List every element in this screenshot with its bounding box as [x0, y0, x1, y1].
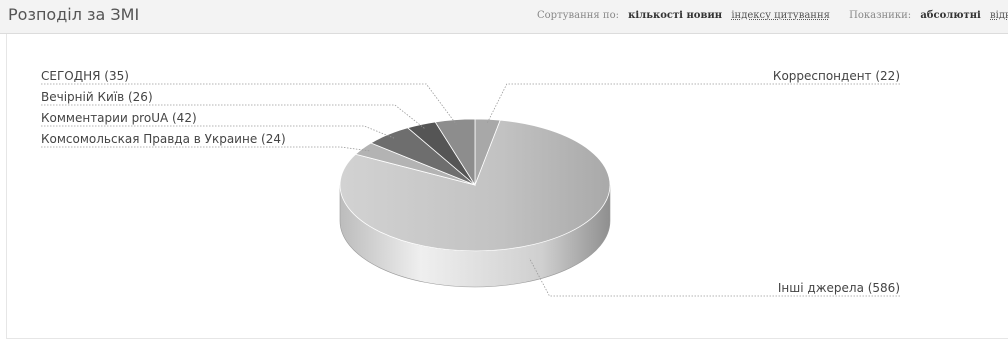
sort-option-news-count[interactable]: кількості новин	[628, 10, 723, 21]
pie-callout-сегодня	[41, 83, 457, 125]
pie-label-інші-джерела: Інші джерела (586)	[778, 281, 900, 295]
metric-option-relative[interactable]: відносні	[990, 10, 1008, 21]
chart-controls: Сортування по: кількості новин індексу ц…	[537, 10, 1008, 21]
sort-option-citation-index[interactable]: індексу цитування	[731, 10, 830, 21]
pie-callout-корреспондент	[486, 83, 900, 125]
pie-label-комментарии-proua: Комментарии proUA (42)	[41, 111, 197, 125]
chart-panel: Корреспондент (22) Інші джерела (586) Комс…	[6, 34, 1008, 339]
pie-label-вечірній-київ: Вечірній Київ (26)	[41, 90, 153, 104]
metric-option-absolute[interactable]: абсолютні	[920, 10, 981, 21]
pie-slice-сегодня[interactable]	[434, 118, 476, 187]
sort-label: Сортування по:	[537, 10, 619, 21]
pie-callout-вечірній-київ	[41, 104, 426, 130]
pie-label-корреспондент: Корреспондент (22)	[773, 69, 900, 83]
page-title: Розподіл за ЗМІ	[8, 5, 140, 24]
pie-label-сегодня: СЕГОДНЯ (35)	[41, 69, 129, 83]
pie-callout-інші-джерела	[529, 258, 900, 297]
metrics-label: Показники:	[849, 10, 912, 21]
pie-callout-комсомольская-правда-в-украине	[41, 146, 371, 152]
pie-chart: Корреспондент (22) Інші джерела (586) Комс…	[41, 69, 900, 297]
pie-label-комсомольская-правда-в-украине: Комсомольская Правда в Украине (24)	[41, 132, 286, 146]
header: Розподіл за ЗМІ Сортування по: кількості…	[0, 0, 1008, 34]
pie-callout-комментарии-proua	[41, 125, 395, 139]
